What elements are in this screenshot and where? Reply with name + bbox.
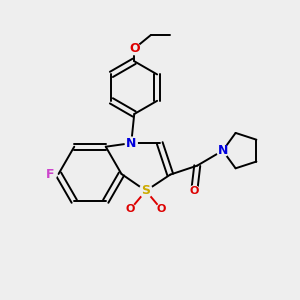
Text: S: S	[141, 184, 150, 197]
Text: F: F	[46, 167, 54, 181]
Text: O: O	[157, 204, 166, 214]
Circle shape	[125, 137, 137, 149]
Circle shape	[217, 145, 229, 157]
Circle shape	[44, 167, 57, 181]
Circle shape	[156, 204, 167, 215]
Circle shape	[128, 43, 140, 55]
Text: O: O	[129, 42, 140, 55]
Circle shape	[189, 186, 200, 196]
Circle shape	[125, 204, 136, 215]
Text: N: N	[126, 136, 136, 150]
Text: O: O	[190, 186, 199, 196]
Circle shape	[139, 184, 152, 197]
Text: N: N	[218, 144, 228, 157]
Text: O: O	[126, 204, 135, 214]
